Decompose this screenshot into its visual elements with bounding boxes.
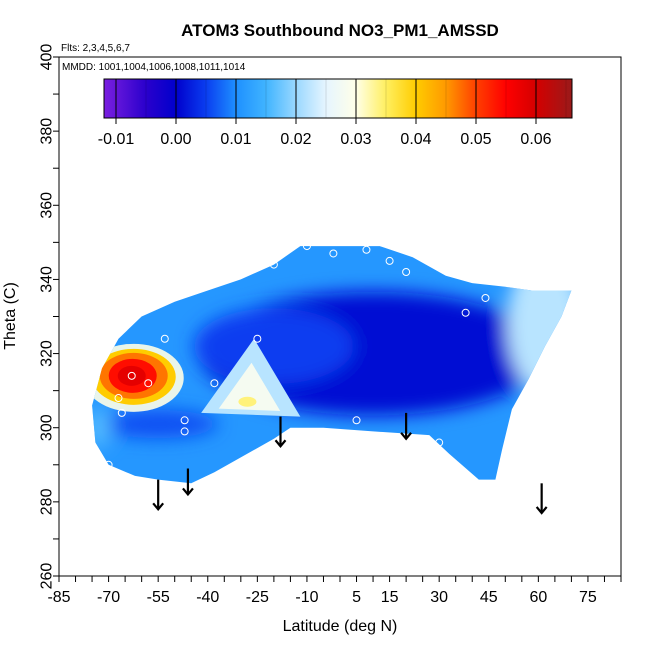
sample-point xyxy=(127,371,136,380)
colorbar-tick-label: 0.03 xyxy=(340,131,371,148)
sample-points xyxy=(104,242,490,469)
colorbar-tick-label: 0.05 xyxy=(460,131,491,148)
y-tick-label: 400 xyxy=(39,44,56,71)
x-tick-label: -55 xyxy=(147,589,170,606)
sample-point xyxy=(302,242,311,251)
x-tick-label: 30 xyxy=(430,589,448,606)
x-tick-label: -40 xyxy=(196,589,219,606)
y-tick-label: 380 xyxy=(39,118,56,145)
sample-point xyxy=(104,460,113,469)
x-tick-label: 5 xyxy=(352,589,361,606)
south-hotspot-core xyxy=(117,365,146,386)
sample-point xyxy=(114,394,123,403)
flight-arrow xyxy=(274,416,287,448)
y-tick-label: 260 xyxy=(39,563,56,590)
sample-point xyxy=(210,379,219,388)
x-tick-label: -70 xyxy=(97,589,120,606)
chart-title: ATOM3 Southbound NO3_PM1_AMSSD xyxy=(181,21,499,40)
sample-point xyxy=(180,427,189,436)
sample-point xyxy=(435,438,444,447)
y-axis: 260 280 300 320 340 360 380 400 xyxy=(39,44,59,590)
flight-arrow xyxy=(535,483,548,515)
x-tick-label: -25 xyxy=(246,589,269,606)
heatmap-field xyxy=(92,246,572,484)
x-tick-label: 60 xyxy=(529,589,547,606)
mid-lat-triangle-inner xyxy=(218,362,281,411)
x-tick-label: 15 xyxy=(381,589,399,606)
sample-point xyxy=(253,334,262,343)
field-interior-west xyxy=(193,308,354,385)
sample-point xyxy=(481,293,490,302)
y-tick-label: 320 xyxy=(39,340,56,367)
sample-point xyxy=(117,408,126,417)
flights-label: Flts: 2,3,4,5,6,7 xyxy=(61,43,130,54)
sample-point xyxy=(385,256,394,265)
mmdd-label: MMDD: 1001,1004,1006,1008,1011,1014 xyxy=(62,62,246,73)
field-lower-band xyxy=(98,410,219,439)
colorbar xyxy=(103,78,573,119)
colorbar-tick-label: 0.02 xyxy=(280,131,311,148)
colorbar-tick-label: 0.01 xyxy=(220,131,251,148)
flight-arrow xyxy=(400,412,412,441)
colorbar-ticks: -0.01 0.00 0.01 0.02 0.03 0.04 0.05 0.06 xyxy=(98,79,567,148)
sample-point xyxy=(461,308,470,317)
colorbar-tick-label: 0.04 xyxy=(400,131,431,148)
x-tick-label: 75 xyxy=(579,589,597,606)
x-tick-label: 45 xyxy=(480,589,498,606)
x-tick-label: -10 xyxy=(295,589,318,606)
y-tick-label: 280 xyxy=(39,488,56,515)
x-tick-label: -85 xyxy=(47,589,70,606)
y-tick-label: 300 xyxy=(39,414,56,441)
sample-point xyxy=(402,268,411,277)
flight-arrow xyxy=(182,468,194,497)
mid-lat-hotspot-core xyxy=(238,396,257,407)
flight-arrow xyxy=(152,479,165,511)
sample-point xyxy=(269,260,278,269)
colorbar-tick-label: -0.01 xyxy=(98,131,135,148)
colorbar-tick-label: 0.00 xyxy=(160,131,191,148)
flight-arrows xyxy=(152,412,548,515)
y-axis-label: Theta (C) xyxy=(2,282,19,350)
sample-point xyxy=(160,334,169,343)
sample-point xyxy=(144,379,153,388)
y-tick-label: 340 xyxy=(39,266,56,293)
sample-point xyxy=(362,245,371,254)
field-south-edge xyxy=(92,407,111,448)
x-axis-label: Latitude (deg N) xyxy=(283,618,398,635)
field-north-edge xyxy=(506,253,572,394)
colorbar-tick-label: 0.06 xyxy=(520,131,551,148)
sample-point xyxy=(352,416,361,425)
sample-point xyxy=(329,249,338,258)
y-tick-label: 360 xyxy=(39,192,56,219)
x-axis: -85 -70 -55 -40 -25 -10 5 15 30 45 60 75 xyxy=(47,576,622,606)
sample-point xyxy=(180,416,189,425)
